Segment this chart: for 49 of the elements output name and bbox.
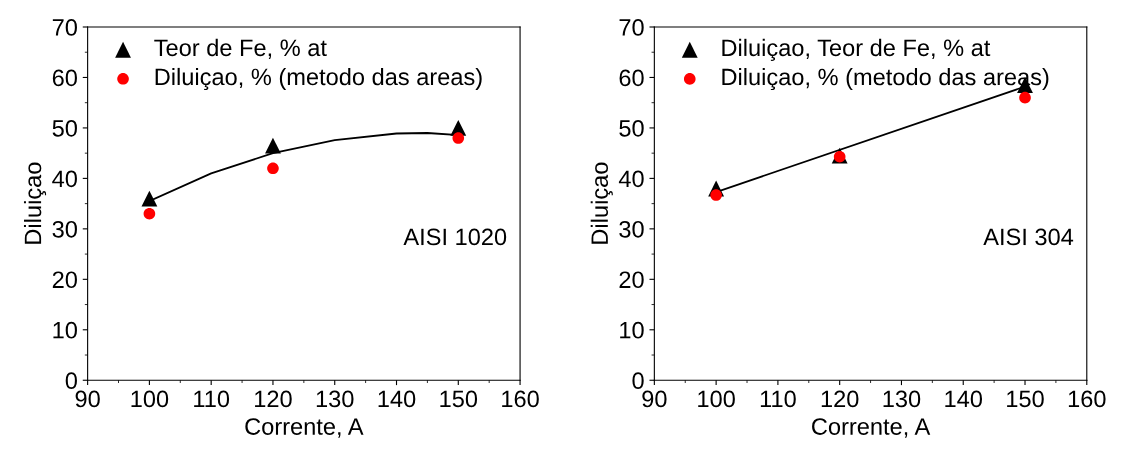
x-axis-title: Corrente, A (812, 418, 931, 438)
y-tick-label: 0 (65, 372, 77, 390)
y-tick-label: 10 (620, 321, 644, 339)
y-tick-label: 70 (619, 19, 644, 36)
legend-label: Teor de Fe, % at (154, 38, 327, 59)
y-axis-title: Diluiçao (23, 162, 47, 244)
y-tick-label: 40 (52, 170, 77, 188)
y-tick-label: 30 (52, 220, 77, 238)
x-tick-label: 130 (883, 390, 921, 408)
point (452, 132, 465, 144)
legend-label: Diluiçao, % (metodo das areas) (722, 68, 1049, 91)
x-tick-label: 100 (698, 390, 735, 408)
x-tick-label: 120 (821, 390, 859, 408)
x-tick-label: 100 (131, 390, 169, 408)
x-tick-label: 90 (642, 390, 667, 408)
x-tick-label: 150 (1007, 390, 1044, 408)
x-tick-label: 130 (316, 390, 354, 408)
point (267, 162, 279, 175)
point (265, 137, 281, 154)
x-tick-label: 120 (255, 390, 292, 408)
x-axis-title: Corrente, A (245, 418, 364, 438)
legend-label: Diluiçao, Teor de Fe, % at (722, 38, 991, 61)
y-tick-label: 30 (619, 220, 644, 238)
x-tick-label: 90 (75, 390, 100, 408)
x-tick-label: 160 (502, 390, 539, 408)
y-tick-label: 60 (619, 69, 644, 87)
y-tick-label: 40 (618, 170, 644, 188)
point (141, 190, 158, 207)
x-tick-label: 140 (378, 390, 416, 408)
point (1019, 91, 1031, 104)
y-axis-title: Diluiçao (590, 162, 613, 244)
y-tick-label: 50 (52, 120, 77, 137)
point (143, 207, 156, 220)
annotation: AISI 1020 (403, 228, 507, 246)
x-tick-label: 110 (194, 390, 230, 408)
y-tick-label: 20 (52, 271, 77, 289)
x-tick-label: 160 (1068, 390, 1106, 408)
y-tick-label: 10 (53, 321, 77, 339)
legend-label: Diluiçao, % (metodo das areas) (155, 67, 482, 91)
y-tick-label: 50 (619, 120, 644, 137)
y-tick-label: 70 (52, 19, 77, 36)
x-tick-label: 150 (440, 390, 478, 408)
annotation: AISI 304 (983, 228, 1074, 246)
x-tick-label: 110 (760, 390, 796, 408)
y-tick-label: 20 (619, 271, 644, 289)
y-tick-label: 0 (632, 372, 644, 390)
point (710, 189, 722, 201)
y-tick-label: 60 (52, 69, 77, 87)
x-tick-label: 140 (945, 390, 983, 408)
